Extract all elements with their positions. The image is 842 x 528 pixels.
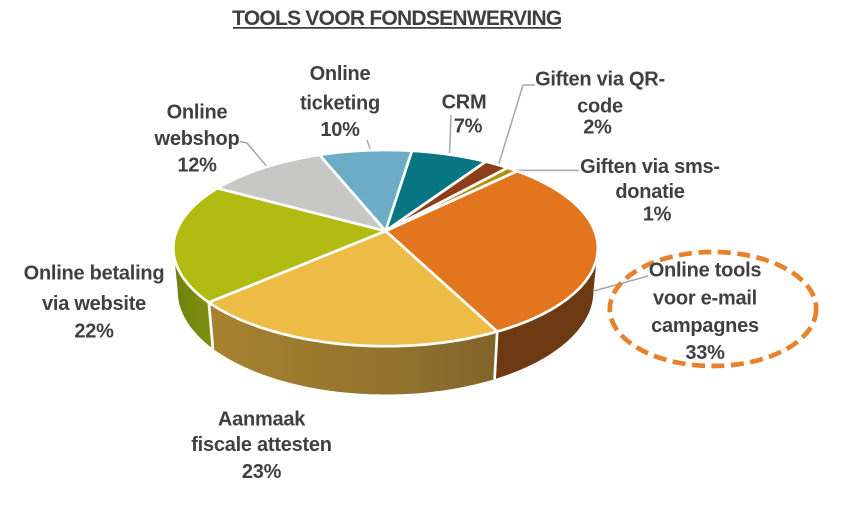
- svg-text:Online betaling: Online betaling: [24, 263, 165, 285]
- svg-text:TOOLS VOOR FONDSENWERVING: TOOLS VOOR FONDSENWERVING: [232, 7, 562, 30]
- svg-text:Giften via sms-: Giften via sms-: [580, 156, 720, 178]
- svg-text:2%: 2%: [583, 117, 612, 139]
- svg-text:code: code: [577, 96, 623, 118]
- svg-text:1%: 1%: [643, 204, 672, 226]
- svg-text:fiscale attesten: fiscale attesten: [191, 434, 332, 456]
- svg-text:7%: 7%: [454, 116, 483, 138]
- svg-text:webshop: webshop: [154, 128, 240, 150]
- svg-text:Online tools: Online tools: [649, 260, 762, 282]
- svg-text:donatie: donatie: [615, 181, 684, 203]
- svg-text:Aanmaak: Aanmaak: [218, 409, 306, 431]
- svg-text:ticketing: ticketing: [300, 93, 380, 115]
- svg-text:10%: 10%: [320, 119, 360, 141]
- svg-text:via website: via website: [42, 293, 146, 315]
- svg-text:22%: 22%: [74, 321, 114, 343]
- svg-text:23%: 23%: [242, 461, 282, 483]
- svg-text:Giften via QR-: Giften via QR-: [535, 69, 665, 91]
- svg-text:Online: Online: [310, 63, 371, 85]
- svg-text:12%: 12%: [177, 155, 217, 177]
- svg-text:campagnes: campagnes: [651, 315, 759, 337]
- svg-text:Online: Online: [167, 102, 228, 124]
- svg-text:CRM: CRM: [442, 92, 487, 114]
- svg-text:33%: 33%: [685, 342, 725, 364]
- svg-text:voor e-mail: voor e-mail: [653, 287, 757, 309]
